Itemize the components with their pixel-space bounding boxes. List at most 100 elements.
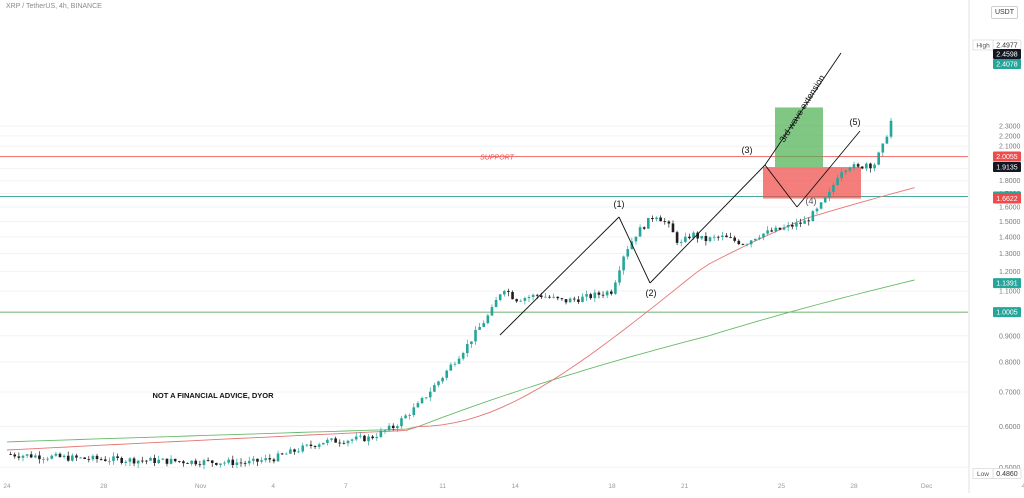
candle-body: [99, 459, 103, 460]
candle-body: [519, 300, 523, 302]
candle-body: [778, 227, 782, 230]
candle-body: [13, 454, 17, 457]
candle-body: [103, 459, 107, 462]
candle-body: [289, 449, 292, 454]
candle-body: [387, 425, 391, 431]
candle-body: [614, 282, 617, 294]
candle-body: [71, 455, 74, 461]
price-label: 0.4860 Low: [972, 468, 1022, 479]
y-tick-label: 1.3000: [999, 251, 1021, 258]
candle-body: [568, 298, 572, 303]
candle-body: [136, 460, 140, 464]
candle-body: [622, 256, 625, 271]
candle-body: [29, 454, 33, 458]
candle-body: [416, 403, 420, 408]
candle-body: [243, 462, 247, 464]
candle-body: [165, 458, 169, 464]
x-tick-label: 4: [1022, 483, 1024, 490]
stop-loss-zone: [763, 167, 861, 199]
candle-body: [684, 236, 687, 242]
price-label-value: 1.9135: [996, 165, 1018, 172]
candle-body: [128, 458, 132, 462]
candle-body: [869, 163, 872, 169]
candle-body: [498, 294, 502, 300]
wave-5-line: [796, 130, 861, 208]
candle-body: [774, 227, 778, 232]
candle-body: [482, 323, 486, 327]
candle-body: [688, 236, 691, 239]
candle-body: [758, 237, 761, 239]
candle-body: [75, 455, 78, 458]
candle-body: [441, 377, 444, 382]
candles: [9, 117, 893, 470]
candle-body: [486, 315, 490, 324]
candle-body: [173, 458, 177, 462]
price-label-value: 1.6622: [996, 196, 1018, 203]
candle-body: [741, 244, 745, 245]
candle-body: [268, 458, 272, 460]
candle-body: [420, 398, 424, 404]
candle-body: [428, 391, 432, 398]
candle-body: [231, 459, 235, 466]
candle-body: [515, 299, 518, 302]
candle-body: [449, 364, 453, 371]
x-tick-label: 28: [100, 483, 108, 490]
candle-body: [795, 222, 798, 227]
candle-body: [840, 172, 843, 179]
candle-body: [659, 217, 662, 222]
candle-body: [593, 292, 597, 299]
candle-body: [601, 294, 605, 296]
candle-body: [786, 225, 790, 228]
price-label: 1.6622: [993, 193, 1021, 204]
candle-body: [396, 426, 399, 429]
price-label-tag: [972, 39, 994, 51]
price-label-value: 0.4860: [996, 471, 1018, 478]
price-label: 1.0005: [993, 307, 1021, 318]
candle-body: [465, 344, 469, 354]
candle-body: [227, 459, 230, 463]
candle-body: [46, 458, 49, 460]
candle-body: [823, 197, 827, 203]
y-tick-label: 1.6000: [999, 205, 1021, 212]
candle-body: [700, 235, 704, 239]
candle-body: [132, 458, 136, 464]
wave-1-line: [499, 216, 620, 336]
price-label: 2.4977 High: [972, 39, 1022, 51]
currency-button[interactable]: USDT: [990, 6, 1018, 19]
candle-body: [626, 249, 630, 257]
symbol-header: XRP / TetherUS, 4h, BINANCE: [6, 3, 102, 10]
wave-3-line: [649, 164, 766, 284]
candle-body: [194, 460, 198, 465]
candle-body: [363, 435, 366, 442]
candle-body: [704, 235, 708, 242]
candle-body: [321, 442, 325, 445]
candle-body: [762, 233, 765, 238]
candle-body: [95, 455, 99, 460]
price-label-box: [993, 162, 1021, 173]
candle-body: [815, 208, 819, 212]
y-tick-label: 1.5000: [999, 219, 1021, 226]
candle-body: [828, 191, 831, 198]
candle-body: [87, 458, 91, 460]
candle-body: [675, 232, 679, 243]
x-tick-label: 14: [512, 483, 520, 490]
candle-body: [564, 299, 568, 303]
candle-body: [34, 455, 37, 458]
price-label-value: 1.1391: [996, 281, 1018, 288]
candle-body: [235, 462, 239, 466]
price-label-value: 2.0055: [996, 154, 1018, 161]
candle-body: [696, 232, 699, 239]
candle-body: [223, 462, 226, 464]
candle-body: [811, 211, 815, 222]
candle-body: [560, 298, 564, 300]
price-label: 2.4598: [993, 49, 1021, 59]
candle-body: [745, 244, 749, 246]
candle-body: [819, 202, 823, 209]
candle-body: [848, 167, 852, 171]
level-label: SUPPORT: [480, 155, 514, 162]
candle-body: [50, 455, 54, 459]
wave-label: (2): [646, 288, 657, 298]
candle-body: [832, 184, 835, 192]
